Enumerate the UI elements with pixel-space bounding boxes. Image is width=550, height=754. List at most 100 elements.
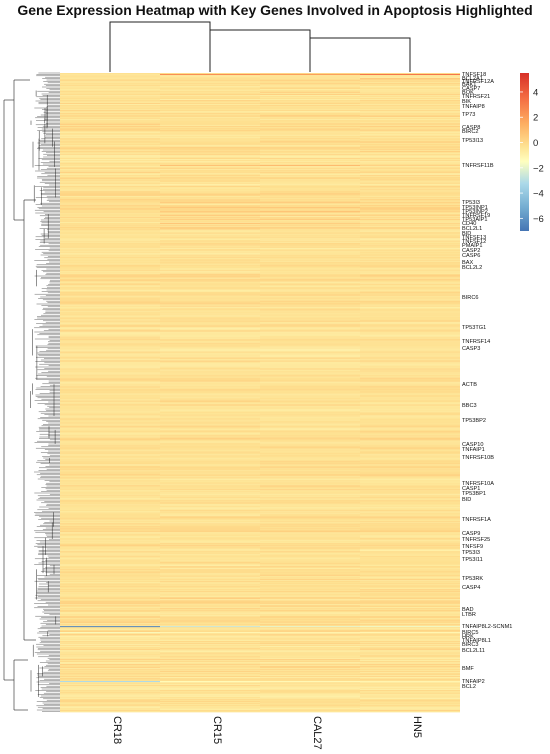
heatmap-cell [60,562,160,564]
heatmap-cell [160,351,260,353]
heatmap-cell [260,327,360,329]
heatmap-cell [160,143,260,146]
heatmap-cell [260,649,360,651]
heatmap-cell [160,655,260,657]
heatmap-cell [260,112,360,115]
heatmap-cell [260,335,360,337]
heatmap-cell [60,701,160,703]
heatmap-cell [360,629,460,631]
heatmap-cell [60,229,160,232]
heatmap-cell [360,408,460,410]
heatmap-cell [60,250,160,253]
heatmap-cell [360,549,460,551]
heatmap-cell [260,161,360,164]
heatmap-cell [60,587,160,589]
heatmap-cell [260,357,360,359]
heatmap-cell [260,328,360,330]
heatmap-cell [360,418,460,420]
heatmap-cell [360,90,460,93]
heatmap-cell [160,195,260,198]
gene-label: BAK1 [462,82,476,88]
heatmap-cell [360,170,460,173]
heatmap-cell [260,583,360,585]
heatmap-cell [160,323,260,325]
heatmap-cell [60,195,160,198]
heatmap-cell [260,445,360,447]
heatmap-cell [160,618,260,620]
heatmap-cell [360,485,460,487]
heatmap-cell [360,73,460,75]
heatmap-cell [260,617,360,619]
heatmap-cell [160,197,260,200]
heatmap-cell [260,609,360,611]
heatmap-cell [360,637,460,639]
heatmap-cell [260,493,360,495]
heatmap-cell [360,191,460,194]
heatmap-cell [360,588,460,590]
heatmap-cell [360,704,460,706]
heatmap-cell [160,406,260,408]
heatmap-cell [160,689,260,691]
heatmap-cell [160,339,260,341]
heatmap-cell [360,209,460,212]
heatmap-cell [360,415,460,417]
heatmap-cell [60,95,160,98]
heatmap-cell [360,634,460,636]
heatmap-cell [360,673,460,675]
heatmap-cell [60,582,160,584]
heatmap-cell [360,214,460,217]
heatmap-cell [360,230,460,233]
heatmap-cell [60,100,160,103]
heatmap-cell [360,560,460,562]
heatmap-cell [360,342,460,344]
heatmap-cell [260,542,360,544]
heatmap-cell [260,269,360,272]
heatmap-cell [60,285,160,288]
heatmap-cell [160,100,260,103]
heatmap-cell [60,507,160,509]
heatmap-cell [160,369,260,371]
heatmap-cell [160,374,260,376]
heatmap-cell [260,150,360,153]
heatmap-cell [160,504,260,506]
heatmap-cell [60,554,160,556]
heatmap-cell [160,101,260,104]
heatmap-cell [260,660,360,662]
heatmap-cell [260,684,360,686]
heatmap-cell [260,318,360,320]
heatmap-cell [160,204,260,207]
heatmap-cell [60,263,160,266]
heatmap-cell [60,290,160,293]
heatmap-cell [60,479,160,481]
heatmap-cell [160,613,260,615]
heatmap-cell [60,626,160,628]
heatmap-cell [60,400,160,402]
heatmap-cell [360,544,460,546]
heatmap-cell [360,649,460,651]
heatmap-cell [360,324,460,326]
heatmap-cell [160,426,260,428]
heatmap-cell [360,398,460,400]
heatmap-cell [260,192,360,195]
heatmap-cell [260,212,360,215]
heatmap-cell [360,686,460,688]
heatmap-cell [260,490,360,492]
heatmap-cell [60,513,160,515]
heatmap-cell [160,428,260,430]
heatmap-cell [60,365,160,367]
heatmap-cell [160,465,260,467]
heatmap-cell [360,106,460,109]
heatmap-cell [160,381,260,383]
heatmap-cell [60,673,160,675]
heatmap-cell [360,648,460,650]
heatmap-cell [260,533,360,535]
heatmap-cell [360,532,460,534]
heatmap-cell [160,607,260,609]
heatmap-cell [60,517,160,519]
heatmap-cell [160,294,260,296]
heatmap-cell [360,159,460,162]
heatmap-cell [160,345,260,347]
heatmap-cell [360,358,460,360]
heatmap-cell [260,224,360,227]
heatmap-cell [60,251,160,254]
